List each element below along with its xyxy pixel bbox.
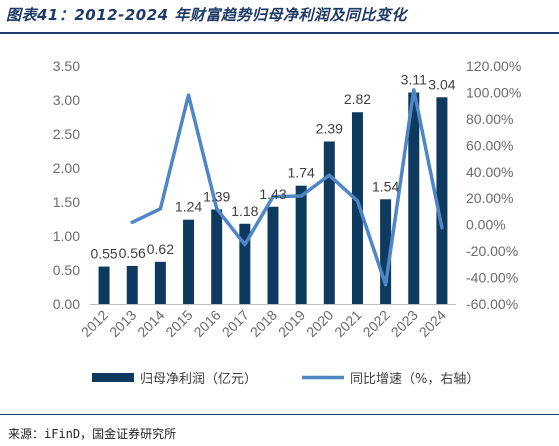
y-right-tick-label: -60.00% bbox=[466, 296, 518, 312]
title-divider bbox=[0, 32, 559, 34]
source-note: 来源：iFinD，国金证券研究所 bbox=[8, 427, 177, 441]
y-left-tick-label: 0.00 bbox=[53, 296, 80, 312]
y-left-tick-label: 1.50 bbox=[53, 194, 80, 210]
bar-data-label: 0.62 bbox=[147, 241, 174, 257]
bar-data-label: 1.74 bbox=[288, 165, 315, 181]
x-tick-label: 2020 bbox=[303, 307, 336, 340]
bar bbox=[408, 92, 420, 305]
bar-data-label: 1.18 bbox=[231, 203, 258, 219]
y-left-tick-label: 2.00 bbox=[53, 160, 80, 176]
bar bbox=[183, 219, 195, 304]
bar bbox=[239, 223, 251, 304]
y-left-tick-label: 0.50 bbox=[53, 262, 80, 278]
y-right-tick-label: 40.00% bbox=[466, 164, 513, 180]
bar bbox=[436, 97, 448, 304]
bar-data-label: 0.56 bbox=[119, 245, 146, 261]
x-tick-label: 2024 bbox=[416, 307, 449, 340]
x-tick-label: 2023 bbox=[388, 307, 421, 340]
y-right-tick-label: 100.00% bbox=[466, 84, 521, 100]
bar bbox=[211, 209, 223, 304]
growth-line bbox=[130, 88, 444, 287]
bar-data-label: 3.11 bbox=[401, 72, 427, 88]
x-tick-label: 2015 bbox=[162, 307, 195, 340]
y-right-tick-label: -20.00% bbox=[466, 243, 518, 259]
y-right-tick-label: 120.00% bbox=[466, 58, 521, 74]
bar bbox=[351, 112, 363, 305]
bar-data-label: 1.43 bbox=[259, 186, 286, 202]
x-tick-label: 2016 bbox=[190, 307, 223, 340]
legend-bar-label: 归母净利润（亿元） bbox=[140, 372, 257, 387]
x-tick-label: 2012 bbox=[78, 307, 111, 340]
source-divider bbox=[0, 414, 559, 415]
x-tick-label: 2017 bbox=[219, 307, 252, 340]
x-tick-label: 2013 bbox=[106, 307, 139, 340]
chart-title: 图表41：2012-2024 年财富趋势归母净利润及同比变化 bbox=[6, 6, 407, 24]
x-tick-label: 2019 bbox=[275, 307, 308, 340]
y-left-tick-label: 1.00 bbox=[53, 228, 80, 244]
x-tick-label: 2022 bbox=[359, 307, 392, 340]
bar-data-label: 1.24 bbox=[175, 199, 202, 215]
bar-data-label: 1.39 bbox=[203, 188, 230, 204]
bar bbox=[323, 141, 335, 304]
bar bbox=[98, 266, 110, 304]
y-right-tick-label: -40.00% bbox=[466, 270, 518, 286]
x-tick-label: 2014 bbox=[134, 307, 167, 340]
x-tick-label: 2021 bbox=[331, 307, 364, 340]
legend-line-label: 同比增速（%，右轴） bbox=[350, 372, 479, 387]
y-left-tick-label: 3.00 bbox=[53, 92, 80, 108]
bar bbox=[295, 185, 307, 304]
bar-data-label: 1.54 bbox=[372, 178, 399, 194]
bar bbox=[380, 199, 392, 304]
y-right-tick-label: 80.00% bbox=[466, 111, 513, 127]
bar-data-label: 0.55 bbox=[90, 246, 117, 262]
y-right-tick-label: 0.00% bbox=[466, 217, 506, 233]
bar bbox=[154, 261, 166, 304]
bar bbox=[267, 206, 279, 304]
y-right-tick-label: 60.00% bbox=[466, 137, 513, 153]
bar-data-label: 3.04 bbox=[428, 76, 455, 92]
y-left-tick-label: 3.50 bbox=[53, 58, 80, 74]
legend-bar-swatch bbox=[92, 373, 134, 382]
y-left-tick-label: 2.50 bbox=[53, 126, 80, 142]
bar bbox=[126, 265, 138, 304]
bar-data-label: 2.82 bbox=[344, 91, 371, 107]
bar-data-label: 2.39 bbox=[316, 120, 343, 136]
x-tick-label: 2018 bbox=[247, 307, 280, 340]
y-right-tick-label: 20.00% bbox=[466, 190, 513, 206]
